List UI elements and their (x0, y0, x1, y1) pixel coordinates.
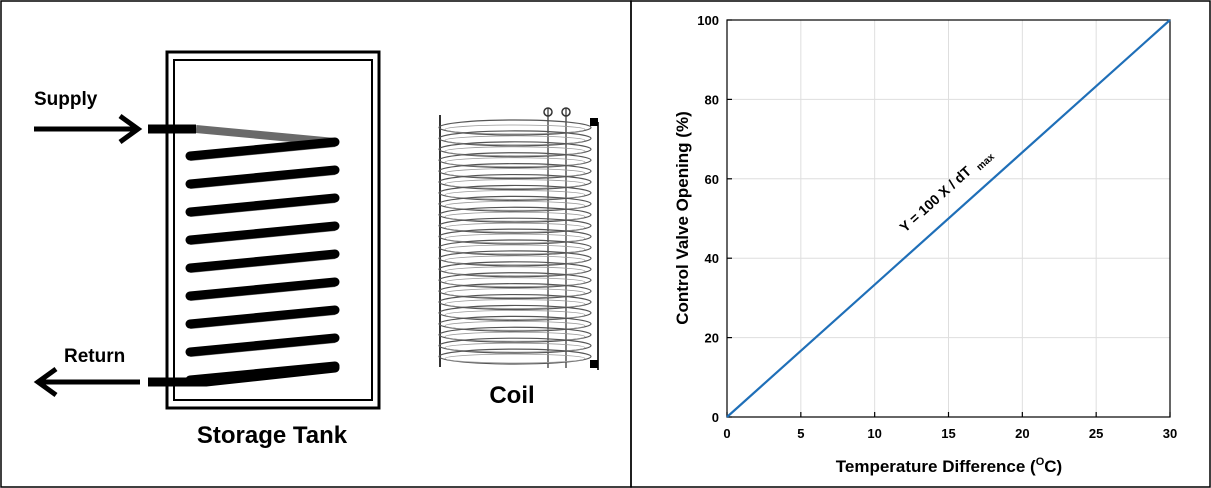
coil-connector (561, 107, 571, 117)
coil-loop (438, 272, 592, 289)
coil-loops (438, 107, 592, 365)
tank-outer-wall (165, 50, 381, 410)
coil-loop (438, 152, 592, 169)
return-arrow (33, 366, 140, 398)
coil-front-strand (185, 193, 340, 217)
tank-label: Storage Tank (197, 422, 348, 449)
coil-bottom-fitting (590, 360, 598, 368)
coil-front-strand (185, 305, 340, 329)
coil-loop-inner (444, 320, 586, 331)
x-tick-label: 0 (723, 426, 730, 441)
coil-loop-inner (444, 222, 586, 233)
coil-loop (438, 261, 592, 278)
y-tick-label: 80 (705, 92, 719, 107)
x-axis-label-superscript: O (1036, 456, 1045, 468)
coil-loop (438, 337, 592, 354)
tank-inner-wall (173, 59, 373, 401)
coil-loop (438, 293, 592, 311)
coil-loop (438, 348, 592, 365)
coil-loop-inner (444, 266, 586, 277)
coil-loop (438, 315, 592, 332)
coil-loop (438, 228, 592, 245)
coil-loop-inner (444, 190, 586, 200)
x-axis-label: Temperature Difference (OC) (836, 456, 1062, 476)
coil-loop (438, 250, 592, 267)
coil-label: Coil (489, 382, 534, 409)
coil-loop-inner (444, 342, 586, 353)
x-tick-label: 10 (867, 426, 881, 441)
series-line (726, 19, 1171, 418)
coil-loop (438, 141, 592, 158)
x-tick-label: 20 (1015, 426, 1029, 441)
storage-tank-diagram: Supply Return Storage Tank (33, 50, 381, 449)
coil-loop-inner (444, 310, 586, 320)
x-axis-label-main: Temperature Difference ( (836, 457, 1036, 476)
coil-loop-inner (444, 200, 586, 211)
coil-loop-inner (444, 299, 586, 309)
coil-connector (543, 107, 553, 117)
y-tick-label: 100 (697, 13, 719, 28)
coil-loop-inner (444, 157, 586, 168)
coil-front-strand (185, 165, 340, 189)
coil-loop-inner (444, 135, 586, 146)
y-tick-label: 20 (705, 331, 719, 346)
y-axis-ticks: 0 20 40 60 80 100 (697, 13, 732, 425)
coil-loop-inner (444, 124, 586, 135)
annotation-subscript: max (975, 151, 998, 173)
coil-loop-inner (444, 255, 586, 266)
y-axis-label: Control Valve Opening (%) (673, 111, 692, 324)
return-label: Return (64, 346, 125, 367)
y-tick-label: 0 (712, 410, 719, 425)
coil-loop (438, 304, 592, 321)
x-tick-label: 25 (1089, 426, 1103, 441)
coil-loop (438, 184, 592, 201)
coil-front-strand (185, 249, 340, 273)
coil-front-strand (185, 333, 340, 357)
coil-loop (438, 239, 592, 256)
y-tick-label: 40 (705, 251, 719, 266)
coil-top-fitting (590, 118, 598, 126)
x-tick-label: 15 (941, 426, 955, 441)
control-valve-chart: 0 5 10 15 20 25 30 0 20 40 60 80 100 Y = 100 X / dT… (673, 13, 1177, 476)
coil-loop (438, 217, 592, 234)
coil-loop-inner (444, 168, 586, 178)
coil-loop-inner (444, 233, 586, 244)
supply-label: Supply (34, 89, 98, 110)
coil-loop (438, 326, 592, 343)
x-axis-label-tail: C) (1044, 457, 1062, 476)
coil-front-strand (185, 137, 340, 161)
annotation-main: Y = 100 X / dT (896, 163, 974, 236)
coil-loop-inner (444, 288, 586, 298)
right-panel-frame (630, 0, 1211, 488)
x-axis-ticks: 0 5 10 15 20 25 30 (723, 412, 1177, 441)
coil-loop (438, 206, 592, 223)
x-tick-label: 30 (1163, 426, 1177, 441)
y-tick-label: 60 (705, 172, 719, 187)
coil-loop-inner (444, 331, 586, 342)
coil-front-strand (185, 277, 340, 301)
x-tick-label: 5 (797, 426, 804, 441)
tank-coil (185, 125, 340, 387)
coil-front-strand (185, 221, 340, 245)
coil-loop (438, 283, 592, 300)
coil-loop-inner (444, 211, 586, 222)
chart-series (726, 19, 1171, 418)
coil-loop (438, 173, 592, 191)
coil-loop (438, 119, 592, 136)
coil-loop (438, 163, 592, 180)
coil-loop (438, 130, 592, 147)
line-annotation: Y = 100 X / dT max (896, 145, 997, 239)
coil-illustration: Coil (438, 107, 599, 409)
coil-loop (438, 195, 592, 212)
coil-loop-inner (444, 277, 586, 288)
coil-loop-inner (444, 244, 586, 255)
coil-loop-inner (444, 179, 586, 189)
coil-front-strand (201, 363, 340, 387)
coil-loop-inner (444, 353, 586, 364)
coil-loop-inner (444, 146, 586, 157)
supply-arrow (34, 113, 143, 145)
